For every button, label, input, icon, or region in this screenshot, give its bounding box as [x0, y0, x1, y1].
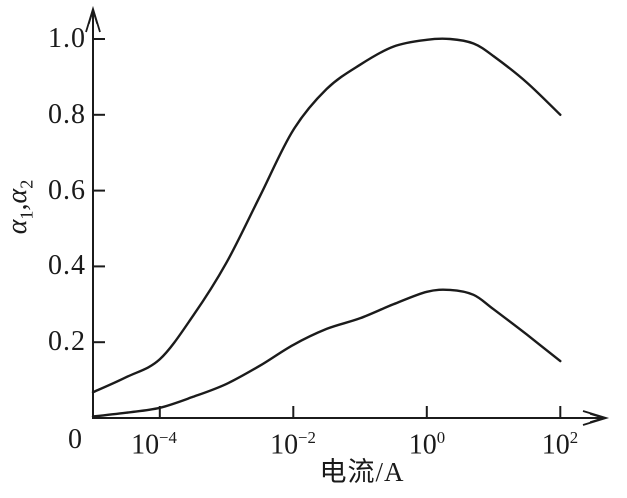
curve-alpha2	[91, 288, 562, 418]
y-tick-label-0.4: 0.4	[48, 250, 86, 281]
origin-label: 0	[68, 424, 82, 455]
x-tick-label-1e-4: 10−4	[131, 428, 177, 461]
y-tick-label-1.0: 1.0	[48, 23, 86, 54]
x-axis-arrow-icon	[582, 410, 610, 426]
y-axis-arrow-inner-icon	[88, 8, 98, 25]
x-tick-label-1e0: 100	[408, 428, 446, 461]
curve-alpha1	[91, 37, 562, 394]
y-axis-title: α1,α2	[2, 179, 37, 235]
y-tick-label-0.6: 0.6	[48, 175, 86, 206]
tick-marks	[93, 38, 562, 418]
y-tick-label-0.2: 0.2	[48, 326, 86, 357]
x-tick-label-1e2: 102	[541, 428, 579, 461]
x-tick-label-1e-2: 10−2	[270, 428, 316, 461]
x-axis-arrow-inner-icon	[589, 413, 606, 423]
y-tick-label-0.8: 0.8	[48, 99, 86, 130]
x-axis-title: 电流/A	[319, 457, 405, 487]
